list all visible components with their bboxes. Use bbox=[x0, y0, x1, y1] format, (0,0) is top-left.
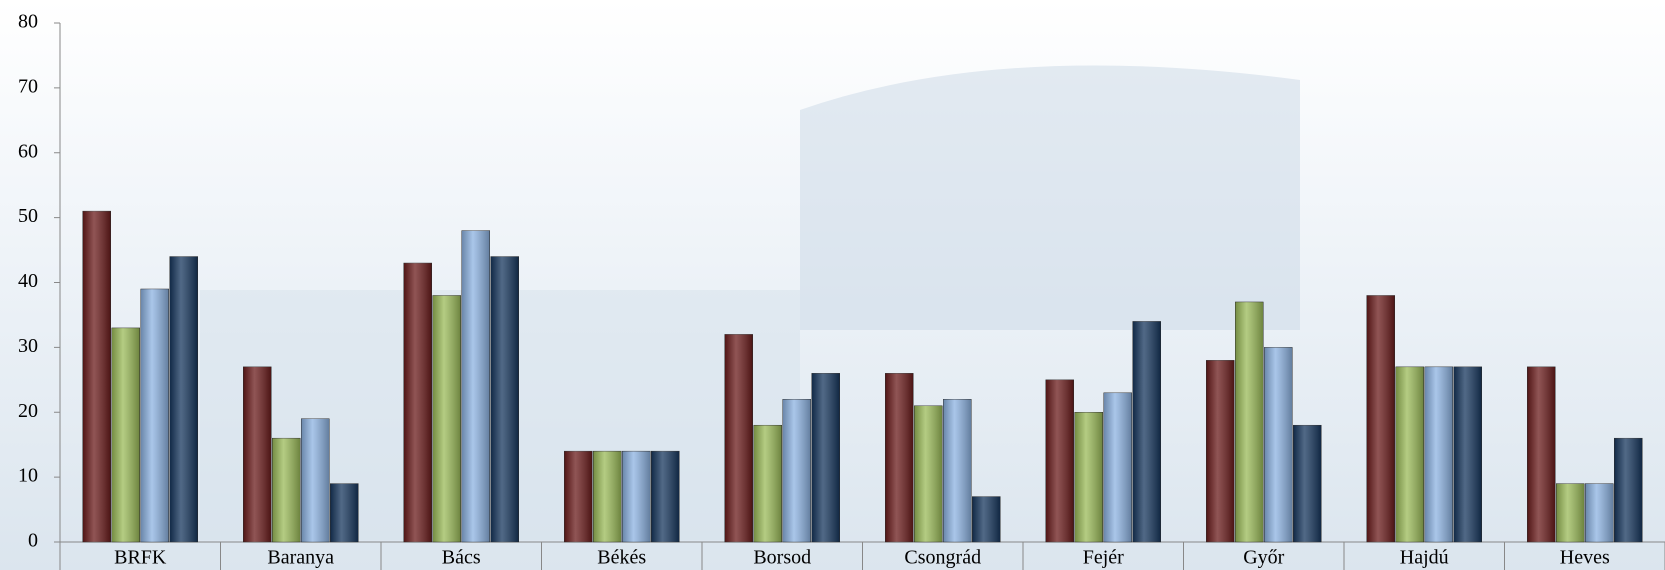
bar-shine bbox=[782, 399, 811, 542]
bar-shine bbox=[1264, 347, 1293, 542]
bar-shine bbox=[330, 483, 359, 542]
x-tick-label: Fejér bbox=[1083, 547, 1124, 569]
bar-shine bbox=[724, 334, 753, 542]
bar-shine bbox=[651, 451, 680, 542]
y-tick-label: 10 bbox=[18, 465, 38, 487]
bar-shine bbox=[1366, 295, 1395, 542]
x-tick-label: Csongrád bbox=[904, 547, 981, 569]
x-tick-label: Hajdú bbox=[1400, 547, 1449, 569]
bar-shine bbox=[1103, 392, 1132, 542]
bar-shine bbox=[1527, 366, 1556, 542]
bar-shine bbox=[169, 256, 198, 542]
bar-shine bbox=[1453, 366, 1482, 542]
bar-shine bbox=[272, 438, 301, 542]
bar-shine bbox=[1395, 366, 1424, 542]
bar-shine bbox=[1074, 412, 1103, 542]
bar-shine bbox=[1206, 360, 1235, 542]
x-tick-label: Baranya bbox=[267, 547, 334, 569]
y-tick-label: 40 bbox=[18, 270, 38, 292]
bar-shine bbox=[885, 373, 914, 542]
bar-shine bbox=[593, 451, 622, 542]
bar-shine bbox=[1614, 438, 1643, 542]
x-tick-label: Bács bbox=[442, 547, 481, 569]
bar-shine bbox=[972, 496, 1001, 542]
bar-shine bbox=[1132, 321, 1161, 542]
x-tick-label: Győr bbox=[1243, 547, 1284, 569]
bar-shine bbox=[564, 451, 593, 542]
y-tick-label: 30 bbox=[18, 335, 38, 357]
bar-shine bbox=[914, 405, 943, 542]
bar-shine bbox=[622, 451, 651, 542]
y-tick-label: 60 bbox=[18, 140, 38, 162]
building-backdrop bbox=[800, 65, 1300, 331]
bar-shine bbox=[490, 256, 519, 542]
x-tick-label: BRFK bbox=[114, 547, 167, 569]
bar-shine bbox=[1556, 483, 1585, 542]
y-tick-label: 80 bbox=[18, 11, 38, 33]
bar-shine bbox=[811, 373, 840, 542]
y-tick-label: 50 bbox=[18, 205, 38, 227]
x-tick-label: Borsod bbox=[753, 547, 811, 569]
bar-shine bbox=[1585, 483, 1614, 542]
bar-shine bbox=[461, 230, 490, 542]
bar-shine bbox=[1045, 379, 1074, 542]
bar-shine bbox=[111, 327, 140, 542]
x-tick-label: Heves bbox=[1560, 547, 1610, 569]
bar-shine bbox=[403, 263, 432, 542]
bar-shine bbox=[1293, 425, 1322, 542]
bar-shine bbox=[1235, 301, 1264, 542]
bar-shine bbox=[301, 418, 330, 542]
x-tick-label: Békés bbox=[597, 547, 646, 569]
y-tick-label: 70 bbox=[18, 75, 38, 97]
bar-shine bbox=[432, 295, 461, 542]
bar-shine bbox=[1424, 366, 1453, 542]
bar-shine bbox=[943, 399, 972, 542]
bar-shine bbox=[140, 288, 169, 542]
bar-shine bbox=[753, 425, 782, 542]
bar-shine bbox=[82, 211, 111, 542]
y-tick-label: 0 bbox=[28, 530, 38, 552]
y-tick-label: 20 bbox=[18, 400, 38, 422]
bar-shine bbox=[243, 366, 272, 542]
